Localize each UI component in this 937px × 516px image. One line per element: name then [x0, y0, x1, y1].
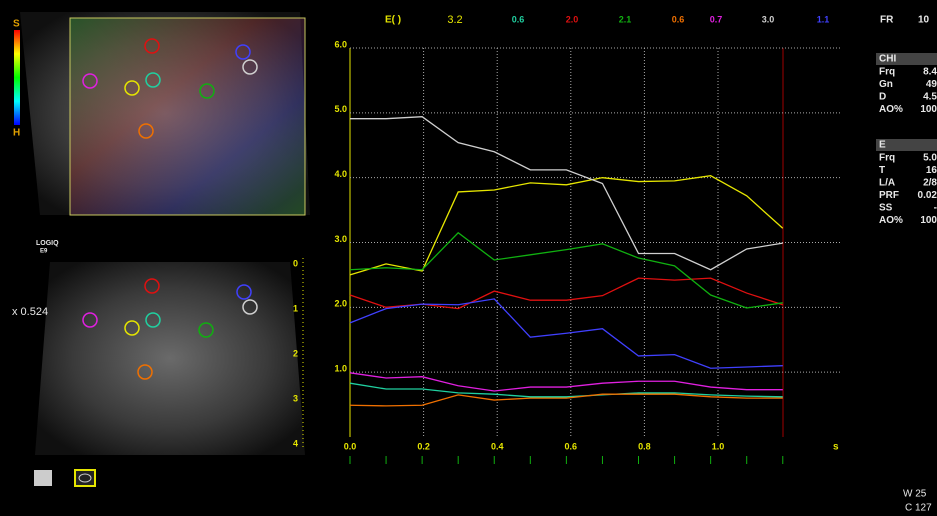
ultrasound-image	[35, 262, 305, 455]
param-value: 49	[926, 79, 937, 90]
param-label: Frq	[879, 67, 895, 78]
y-tick-label: 6.0	[334, 39, 347, 49]
colorbar-bottom: H	[13, 128, 20, 139]
param-value: 100	[920, 104, 937, 115]
legend-entry: 3.0	[762, 14, 775, 24]
param-label: T	[879, 165, 885, 176]
legend-entry: 2.0	[566, 14, 579, 24]
param-value: 8.4	[923, 67, 937, 78]
param-label: Frq	[879, 153, 895, 164]
param-value: 10	[918, 15, 930, 26]
param-value: 100	[920, 215, 937, 226]
x-tick-label: 0.4	[491, 441, 504, 451]
legend-entry: 0.7	[710, 14, 723, 24]
tool-icon[interactable]	[75, 470, 95, 486]
param-value: -	[934, 203, 937, 214]
param-label: L/A	[879, 178, 895, 189]
param-value: 2/8	[923, 178, 937, 189]
legend-title: E( )	[385, 15, 401, 26]
depth-label: 0	[293, 258, 298, 268]
x-tick-label: 0.8	[638, 441, 651, 451]
param-label: AO%	[879, 104, 903, 115]
param-value: 5.0	[923, 153, 937, 164]
legend-entry: 0.6	[512, 14, 525, 24]
legend-entry: 2.1	[619, 14, 632, 24]
right-panel: FR 10 CHI Frq 8.4 Gn 49 D 4.5 AO% 100 E Frq 5.0 T 16 L/A…	[876, 15, 937, 227]
param-label: PRF	[879, 190, 899, 201]
scale-factor: x 0.524	[12, 306, 48, 318]
y-tick-label: 1.0	[334, 364, 347, 374]
brand: LOGIQ	[36, 240, 59, 247]
legend-entry: 1.1	[817, 14, 830, 24]
param-label: SS	[879, 203, 893, 214]
depth-label: 2	[293, 348, 298, 358]
y-tick-label: 2.0	[334, 299, 347, 309]
page: {"chart_data":{"type":"line","legend_tit…	[0, 0, 937, 516]
legend-entry: 3.2	[447, 14, 462, 26]
x-tick-label: 0.6	[565, 441, 578, 451]
center-level: C 127	[905, 503, 932, 514]
screen: S H LOGIQ E9 x 0.524 s E( ) FR10CHIFrq8.…	[0, 0, 937, 516]
x-tick-label: 0.0	[344, 441, 357, 451]
param-value: 0.02	[918, 190, 937, 201]
depth-label: 3	[293, 393, 298, 403]
section-title: E	[879, 140, 886, 151]
param-label: D	[879, 92, 886, 103]
x-tick-label: 0.2	[417, 441, 430, 451]
depth-label: 1	[293, 303, 298, 313]
param-value: 4.5	[923, 92, 937, 103]
y-tick-label: 4.0	[334, 169, 347, 179]
y-tick-label: 3.0	[334, 234, 347, 244]
param-label: FR	[880, 15, 894, 26]
param-label: Gn	[879, 79, 893, 90]
window-level: W 25	[903, 489, 927, 500]
depth-label: 4	[293, 438, 298, 448]
x-tick-label: 1.0	[712, 441, 725, 451]
param-value: 16	[926, 165, 937, 176]
x-unit: s	[833, 442, 839, 453]
elasto-box	[70, 18, 305, 215]
color-bar	[14, 30, 20, 125]
y-tick-label: 5.0	[334, 104, 347, 114]
legend-entry: 0.6	[672, 14, 685, 24]
model: E9	[40, 249, 48, 255]
tool-icon[interactable]	[34, 470, 52, 486]
param-label: AO%	[879, 215, 903, 226]
series-line	[350, 383, 783, 397]
colorbar-top: S	[13, 19, 20, 30]
series-line	[350, 394, 783, 406]
section-title: CHI	[879, 54, 896, 65]
